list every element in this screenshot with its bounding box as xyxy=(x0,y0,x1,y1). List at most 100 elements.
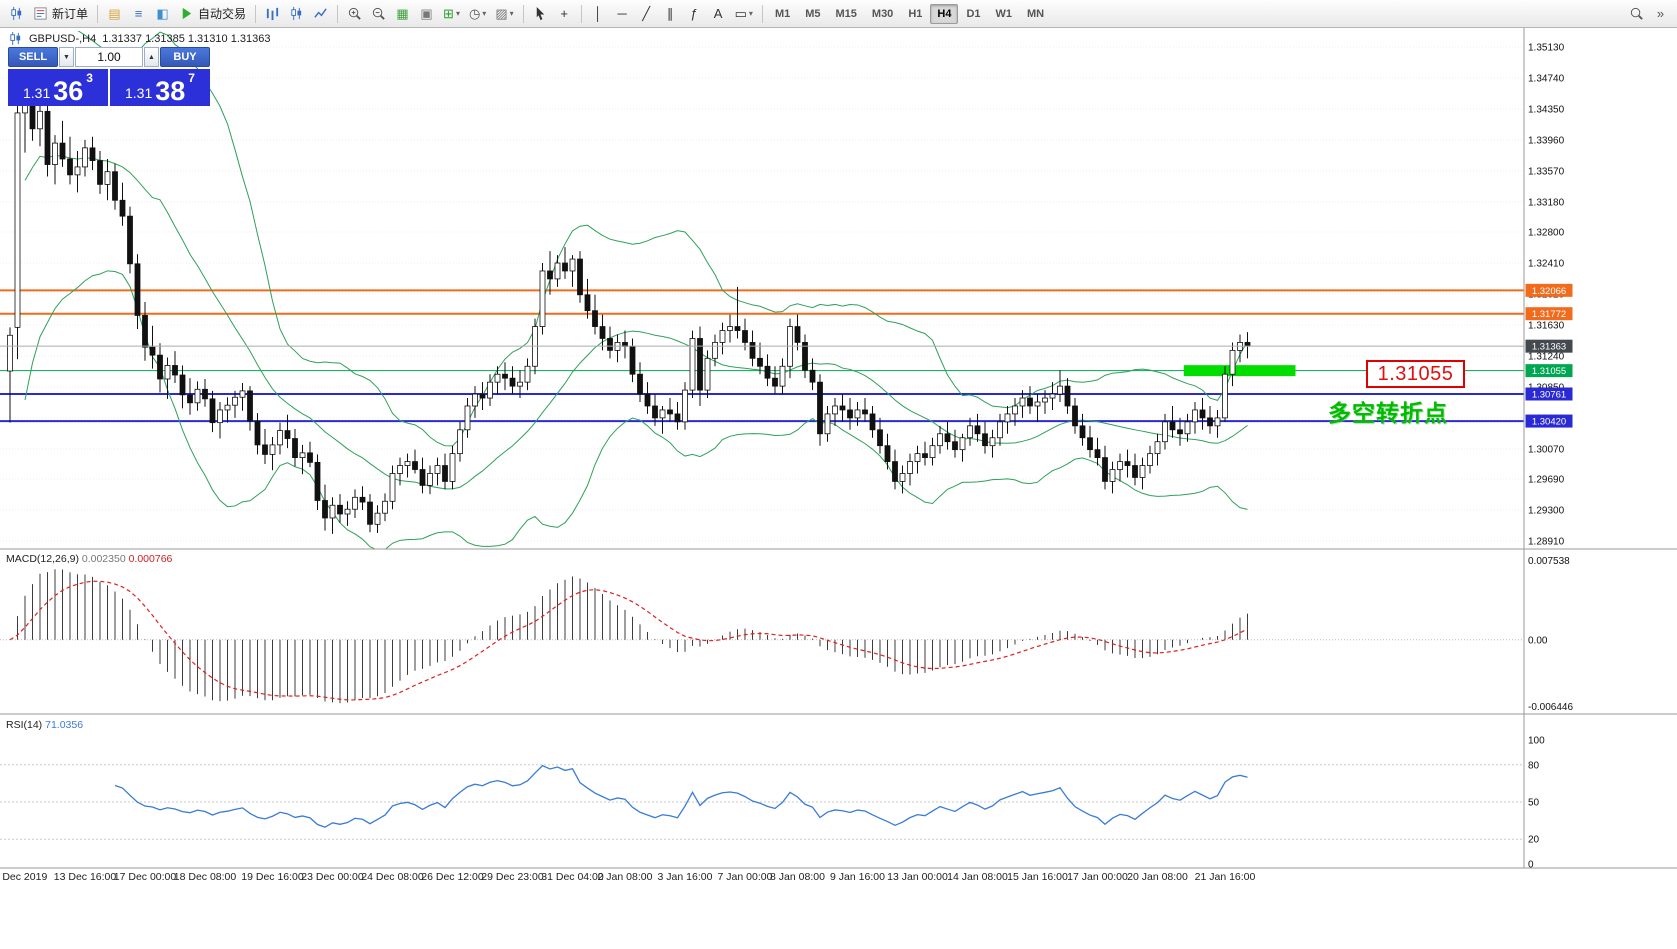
candle xyxy=(284,414,291,449)
channel-icon[interactable]: ∥ xyxy=(659,3,682,25)
candle xyxy=(869,405,876,438)
toolbar-options-icon[interactable]: » xyxy=(1649,3,1672,25)
candle xyxy=(1042,390,1048,414)
candle xyxy=(374,505,381,534)
trendline-icon[interactable]: ╱ xyxy=(635,3,658,25)
candle xyxy=(547,251,553,295)
zoom-out-icon[interactable] xyxy=(367,3,390,25)
candle xyxy=(667,398,673,422)
candle xyxy=(397,457,403,486)
candle xyxy=(314,454,321,511)
highlight-zone[interactable] xyxy=(1183,365,1296,377)
price-axis[interactable]: 1.35130 1.34740 1.34350 1.33960 1.33570 1.331… xyxy=(1525,43,1574,871)
candle xyxy=(502,362,508,391)
profiles-icon[interactable]: ▤ xyxy=(103,3,126,25)
navigator-icon[interactable]: ◧ xyxy=(151,3,174,25)
candle xyxy=(457,421,463,462)
indicators-icon[interactable]: ⊞ ▾ xyxy=(439,3,464,25)
axis-price-tag: 1.31772 xyxy=(1525,307,1573,321)
svg-text:12 Dec 2019: 12 Dec 2019 xyxy=(0,871,47,883)
candle xyxy=(104,158,111,201)
periods-icon[interactable]: ◷ ▾ xyxy=(465,3,490,25)
timeframe-mn[interactable]: MN xyxy=(1020,4,1051,24)
cursor-icon[interactable] xyxy=(529,3,552,25)
sell-price-panel[interactable]: 1.31 36 3 xyxy=(8,69,108,106)
candle xyxy=(37,103,43,147)
candle xyxy=(494,366,501,395)
horizontal-line-icon[interactable]: ─ xyxy=(611,3,634,25)
candle xyxy=(674,402,681,430)
chart-window-icon[interactable] xyxy=(5,3,28,25)
autotrading-button[interactable]: 自动交易 xyxy=(175,3,250,25)
timeframe-m5[interactable]: M5 xyxy=(798,4,827,24)
volume-input[interactable] xyxy=(75,47,143,67)
candles-chart-type-icon[interactable] xyxy=(285,3,308,25)
candle xyxy=(749,330,756,367)
crosshair-icon[interactable]: + xyxy=(553,3,576,25)
svg-text:-0.006446: -0.006446 xyxy=(1528,702,1573,713)
svg-text:1.31055: 1.31055 xyxy=(1532,366,1566,377)
svg-text:15 Jan 16:00: 15 Jan 16:00 xyxy=(1007,871,1068,883)
candle xyxy=(1004,405,1011,434)
svg-text:17 Jan 00:00: 17 Jan 00:00 xyxy=(1067,871,1128,883)
timeframe-m15[interactable]: M15 xyxy=(829,4,864,24)
vertical-line-icon[interactable]: │ xyxy=(587,3,610,25)
text-icon[interactable]: A xyxy=(707,3,730,25)
candle xyxy=(884,433,891,470)
price-chart: 1.35130 1.34740 1.34350 1.33960 1.33570 1.331… xyxy=(0,28,1677,883)
candle xyxy=(1072,398,1078,434)
grid-icon[interactable]: ▦ xyxy=(391,3,414,25)
macd-histogram xyxy=(17,569,1248,704)
volume-up-button[interactable]: ▲ xyxy=(144,47,159,67)
candle xyxy=(1027,386,1033,414)
candle xyxy=(164,357,171,399)
zoom-in-icon-glyph xyxy=(347,6,362,21)
buy-button[interactable]: BUY xyxy=(160,47,210,67)
volume-down-button[interactable]: ▼ xyxy=(59,47,74,67)
svg-text:1.31363: 1.31363 xyxy=(1532,342,1566,353)
candle xyxy=(907,453,913,486)
toolbar-divider xyxy=(97,4,99,23)
toolbar-divider xyxy=(580,4,582,23)
svg-text:3 Jan 16:00: 3 Jan 16:00 xyxy=(658,871,713,883)
candle xyxy=(982,421,988,454)
search-icon[interactable] xyxy=(1625,3,1648,25)
candle xyxy=(112,163,118,210)
timeframe-h1[interactable]: H1 xyxy=(901,4,929,24)
candle xyxy=(772,366,778,395)
price-annotation-box[interactable]: 1.31055 xyxy=(1366,360,1465,388)
market-watch-icon[interactable]: ≡ xyxy=(127,3,150,25)
zoom-in-icon[interactable] xyxy=(343,3,366,25)
indicators-icon-glyph: ⊞ xyxy=(443,6,454,21)
turning-point-note[interactable]: 多空转折点 xyxy=(1328,400,1448,426)
chart-mini-icon xyxy=(8,31,23,46)
timeframe-d1[interactable]: D1 xyxy=(959,4,987,24)
bars-chart-type-icon[interactable] xyxy=(261,3,284,25)
timeframe-w1[interactable]: W1 xyxy=(989,4,1020,24)
svg-text:1.31240: 1.31240 xyxy=(1528,351,1565,362)
tile-windows-icon[interactable]: ▣ xyxy=(415,3,438,25)
candle xyxy=(599,314,606,351)
timeframe-m1[interactable]: M1 xyxy=(768,4,797,24)
candle xyxy=(74,151,81,193)
candle xyxy=(179,365,186,409)
timeframe-h4[interactable]: H4 xyxy=(930,3,959,24)
svg-text:13 Jan 00:00: 13 Jan 00:00 xyxy=(887,871,948,883)
buy-price-panel[interactable]: 1.31 38 7 xyxy=(110,69,210,106)
new-order-button[interactable]: 新订单 xyxy=(29,3,92,25)
sell-button[interactable]: SELL xyxy=(8,47,58,67)
timeframe-m30[interactable]: M30 xyxy=(865,4,900,24)
line-chart-type-icon[interactable] xyxy=(309,3,332,25)
templates-icon[interactable]: ▨ ▾ xyxy=(491,3,517,25)
fibonacci-icon[interactable]: ƒ xyxy=(683,3,706,25)
candle xyxy=(479,382,486,410)
candle xyxy=(442,453,448,490)
candle xyxy=(1012,398,1018,426)
candles xyxy=(7,72,1251,534)
svg-text:21 Jan 16:00: 21 Jan 16:00 xyxy=(1195,871,1256,883)
candle xyxy=(697,326,703,406)
horizontal-lines xyxy=(0,289,1524,423)
arrows-icon[interactable]: ▭ ▾ xyxy=(731,3,757,25)
